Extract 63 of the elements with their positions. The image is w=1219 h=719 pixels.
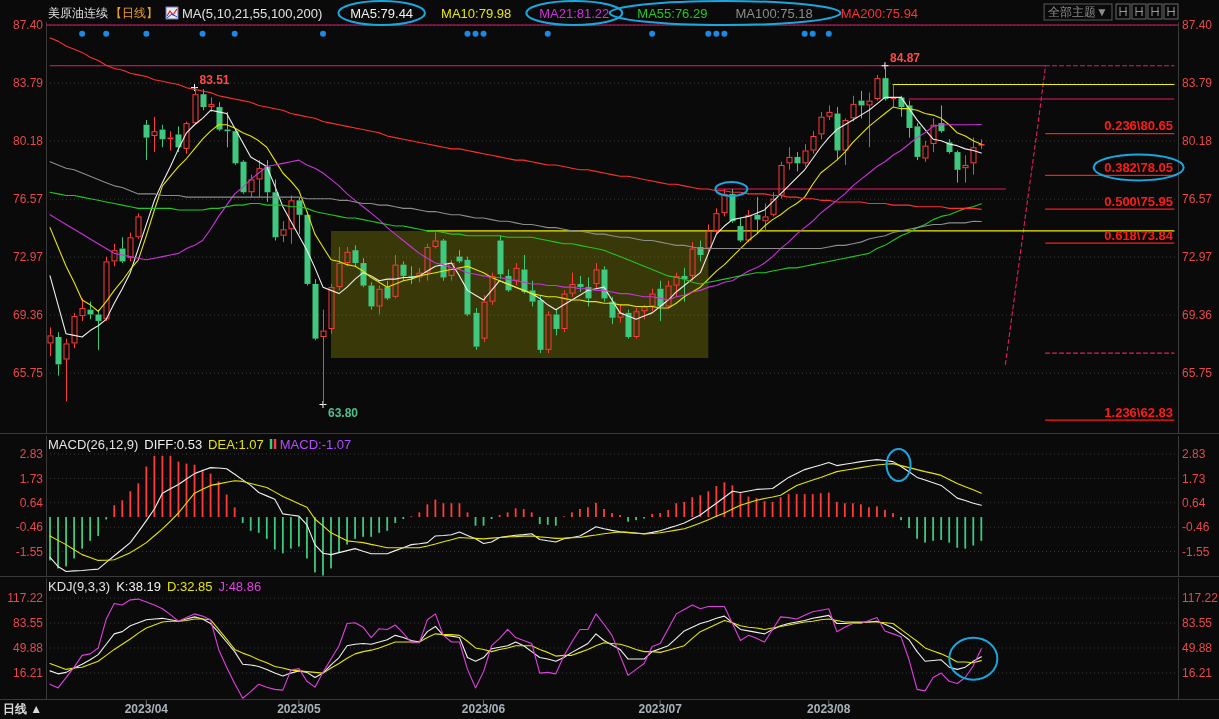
x-tick-label: 2023/06 xyxy=(461,702,506,716)
annotation: 0.618\73.84 xyxy=(1104,227,1174,243)
y-tick-label: 87.40 xyxy=(12,18,44,33)
y-tick-label: 117.22 xyxy=(7,591,44,606)
annotation: 0.236\80.65 xyxy=(1104,118,1173,134)
x-tick-label: 2023/08 xyxy=(807,702,851,716)
x-tick-label: 2023/04 xyxy=(124,702,169,716)
y2-tick-label: 72.97 xyxy=(1182,250,1213,265)
y-tick-label: 80.18 xyxy=(12,134,44,149)
y-tick-label: 69.36 xyxy=(12,308,44,323)
annotation: 0.382\78.05 xyxy=(1104,159,1173,175)
y-tick-label: 2.83 xyxy=(19,447,44,462)
y2-tick-label: 1.73 xyxy=(1182,471,1206,486)
annotation: 1.236\62.83 xyxy=(1104,404,1173,420)
y2-tick-label: -0.46 xyxy=(1182,520,1210,535)
legend-label: MACD:-1.07 xyxy=(279,436,352,452)
y2-tick-label: 69.36 xyxy=(1182,308,1213,323)
y2-tick-label: 49.88 xyxy=(1182,641,1213,656)
y2-tick-label: 117.22 xyxy=(1182,591,1219,606)
y-tick-label: 16.21 xyxy=(12,665,44,680)
chart-title: 美原油连续 xyxy=(48,6,108,20)
y-tick-label: 0.64 xyxy=(19,495,44,510)
y2-tick-label: 76.57 xyxy=(1182,192,1213,207)
y2-tick-label: -1.55 xyxy=(1182,544,1210,559)
annotation: 84.87 xyxy=(889,50,921,65)
y-tick-label: 76.57 xyxy=(12,192,44,207)
series-label: K:38.19 xyxy=(116,578,161,594)
y2-tick-label: 16.21 xyxy=(1182,665,1213,680)
text: MA10:79.98 xyxy=(441,5,512,21)
y2-tick-label: 0.64 xyxy=(1182,495,1206,510)
legend-title: KDJ(9,3,3) xyxy=(48,578,111,594)
y2-tick-label: 83.55 xyxy=(1182,616,1213,631)
y2-tick-label: 65.75 xyxy=(1182,366,1213,381)
text: DEA:1.07 xyxy=(208,436,264,452)
text: MA100:75.18 xyxy=(735,5,813,21)
annotation: 83.51 xyxy=(199,72,230,87)
legend-title: MA(5,10,21,55,100,200) xyxy=(182,5,323,21)
y-tick-label: -0.46 xyxy=(15,520,44,535)
annotation: 0.500\75.95 xyxy=(1104,193,1173,209)
x-tick-label: 2023/05 xyxy=(277,702,321,716)
y-tick-label: 65.75 xyxy=(12,366,44,381)
chart-subtitle: 【日线】 xyxy=(110,6,158,20)
y2-tick-label: 87.40 xyxy=(1182,18,1213,33)
text: D:32.85 xyxy=(166,578,213,594)
text: MA5:79.44 xyxy=(350,5,414,21)
annotation: 63.80 xyxy=(327,405,359,420)
x-tick-label: 2023/07 xyxy=(638,702,683,716)
text: J:48.86 xyxy=(218,578,262,594)
y-tick-label: 49.88 xyxy=(12,641,44,656)
y2-tick-label: 2.83 xyxy=(1182,447,1206,462)
y2-tick-label: 80.18 xyxy=(1182,134,1213,149)
text: MA55:76.29 xyxy=(637,5,708,21)
series-label: DIFF:0.53 xyxy=(144,436,203,452)
y-tick-label: 83.55 xyxy=(12,616,44,631)
y-tick-label: 83.79 xyxy=(12,76,44,91)
legend-title: MACD(26,12,9) xyxy=(48,436,139,452)
text: MA200:75.94 xyxy=(840,5,919,21)
y2-tick-label: 83.79 xyxy=(1182,76,1213,91)
y-tick-label: -1.55 xyxy=(15,544,44,559)
text: 全部主题▼ xyxy=(1048,5,1108,19)
y-tick-label: 1.73 xyxy=(19,471,44,486)
text: 日线 ▲ xyxy=(3,702,43,716)
y-tick-label: 72.97 xyxy=(12,250,44,265)
